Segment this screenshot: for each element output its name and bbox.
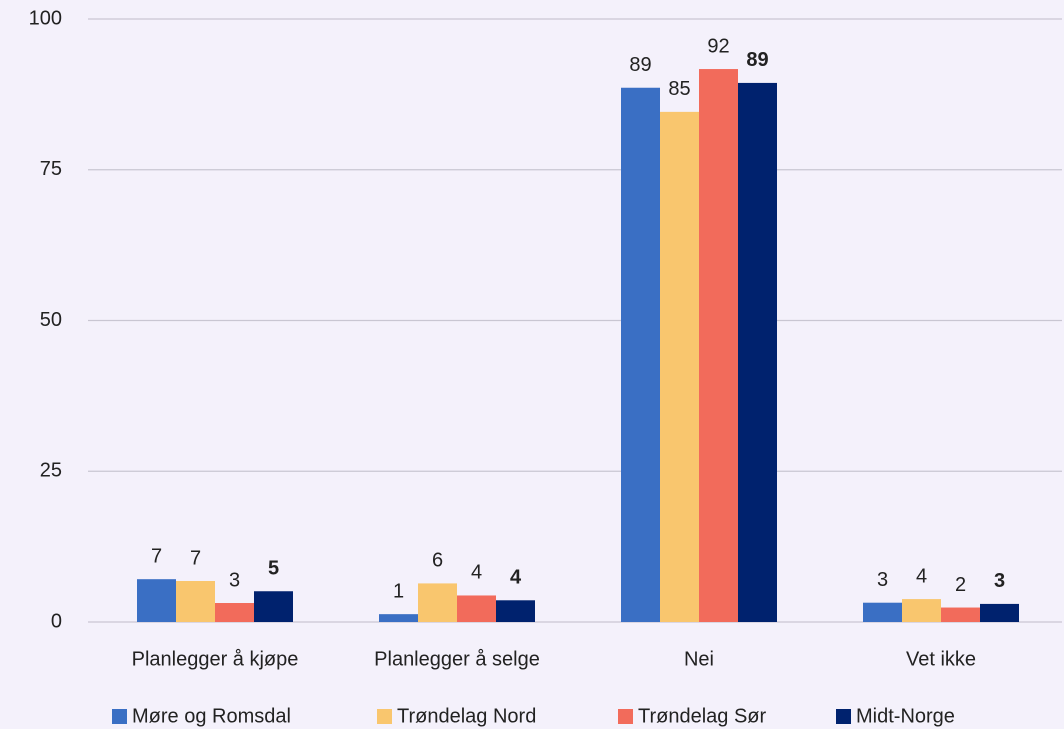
value-label: 4 [471,562,482,584]
value-label: 4 [916,565,927,587]
bar [941,607,980,622]
x-tick-label: Nei [684,648,714,670]
value-label: 4 [510,567,522,589]
y-tick-label: 0 [51,610,62,632]
value-label: 6 [432,550,443,572]
bar [496,600,535,622]
legend-label: Trøndelag Sør [638,705,767,727]
value-label: 3 [994,570,1005,592]
value-label: 89 [629,54,651,76]
value-label: 7 [190,547,201,569]
bar [863,602,902,622]
value-label: 7 [151,545,162,567]
bar [457,595,496,622]
value-label: 1 [393,580,404,602]
value-label: 5 [268,558,279,580]
value-label: 85 [668,78,690,100]
legend-label: Midt-Norge [856,705,955,727]
bar [418,583,457,622]
legend-swatch [377,709,392,724]
bar [621,87,660,622]
bar [902,599,941,622]
x-tick-label: Planlegger å selge [374,648,540,670]
bar [254,591,293,622]
value-label: 2 [955,574,966,596]
y-tick-label: 100 [29,7,62,29]
value-label: 3 [877,569,888,591]
bar [379,614,418,622]
y-tick-label: 25 [40,460,62,482]
bar [215,603,254,622]
y-tick-label: 50 [40,309,62,331]
bar [699,69,738,622]
bar [980,603,1019,622]
legend-swatch [618,709,633,724]
value-label: 89 [746,49,768,71]
legend-swatch [836,709,851,724]
legend-label: Møre og Romsdal [132,705,291,727]
bar [137,579,176,622]
x-tick-label: Vet ikke [906,648,976,670]
value-label: 92 [707,35,729,57]
bar [176,580,215,622]
bar [660,111,699,622]
bar [738,82,777,623]
value-label: 3 [229,569,240,591]
x-tick-label: Planlegger å kjøpe [132,648,299,670]
legend-swatch [112,709,127,724]
y-tick-label: 75 [40,158,62,180]
legend-label: Trøndelag Nord [397,705,536,727]
